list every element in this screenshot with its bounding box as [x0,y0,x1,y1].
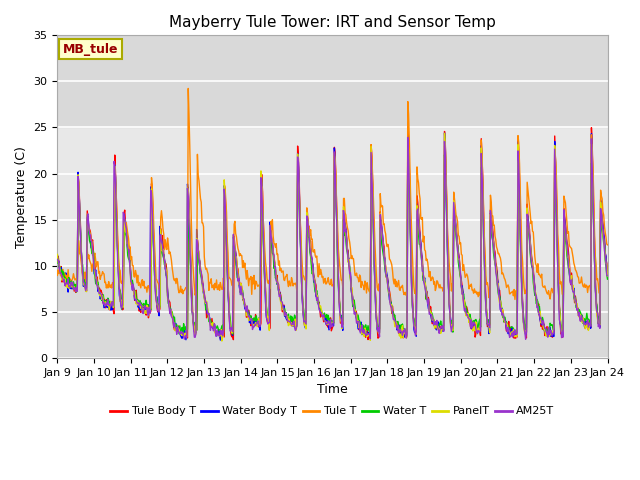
Line: AM25T: AM25T [58,137,607,339]
Tule T [206,279,214,285]
AM25T [54,257,61,263]
PanelT [416,238,424,243]
Y-axis label: Temperature (C): Temperature (C) [15,145,28,248]
Tule T [604,242,611,248]
Water Body T [205,312,212,318]
Tule T [511,297,519,302]
AM25T [399,328,407,334]
AM25T [404,134,412,140]
Line: Tule T: Tule T [58,88,607,300]
Water T [404,150,412,156]
PanelT [441,131,449,136]
Water T [205,319,212,324]
Tule Body T [63,284,71,289]
AM25T [205,311,212,316]
Water T [120,219,128,225]
Water Body T [216,337,224,343]
AM25T [604,273,611,279]
Water Body T [604,272,611,278]
Tule T [176,288,184,294]
Water Body T [63,282,71,288]
Tule T [416,196,424,202]
Water Body T [176,331,184,336]
Title: Mayberry Tule Tower: IRT and Sensor Temp: Mayberry Tule Tower: IRT and Sensor Temp [169,15,496,30]
Water Body T [416,233,424,239]
Tule Body T [588,125,595,131]
AM25T [63,281,71,287]
Bar [58,36,607,128]
Tule Body T [120,211,128,217]
PanelT [120,217,128,223]
Water T [417,250,425,256]
Tule T [63,276,71,282]
Tule T [54,273,61,278]
Water T [604,276,611,282]
AM25T [120,211,128,216]
AM25T [522,336,529,342]
Tule T [184,85,192,91]
Line: Tule Body T: Tule Body T [58,128,607,340]
Line: Water T: Water T [58,153,607,334]
Water T [228,331,236,337]
Line: PanelT: PanelT [58,133,607,341]
Tule Body T [230,337,237,343]
PanelT [205,314,212,320]
PanelT [63,285,71,290]
Bar [58,265,607,358]
Water T [63,279,71,285]
PanelT [176,330,184,336]
Water Body T [120,212,128,217]
Water Body T [400,335,408,340]
PanelT [54,252,61,257]
Tule Body T [416,232,424,238]
PanelT [400,328,408,334]
AM25T [176,331,184,337]
Water T [54,260,61,265]
Tule Body T [176,329,184,335]
Text: MB_tule: MB_tule [63,43,118,56]
Line: Water Body T: Water Body T [58,133,607,340]
Water T [176,323,184,329]
Tule T [120,215,128,221]
Tule Body T [604,268,611,274]
Tule Body T [400,333,408,338]
Tule T [400,292,408,298]
Tule Body T [205,315,212,321]
Water Body T [441,131,449,136]
Water T [400,326,408,332]
AM25T [416,240,424,245]
Legend: Tule Body T, Water Body T, Tule T, Water T, PanelT, AM25T: Tule Body T, Water Body T, Tule T, Water… [106,402,559,421]
PanelT [604,273,611,279]
Water Body T [54,252,61,258]
Tule Body T [54,256,61,262]
X-axis label: Time: Time [317,383,348,396]
PanelT [218,338,226,344]
